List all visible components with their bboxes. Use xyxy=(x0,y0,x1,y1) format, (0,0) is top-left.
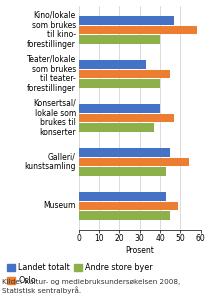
Bar xyxy=(78,60,145,69)
Bar xyxy=(78,70,169,78)
Bar xyxy=(78,202,178,210)
Bar xyxy=(78,148,169,157)
Bar xyxy=(78,104,159,113)
Bar xyxy=(78,114,173,122)
Text: Kilde: Kultur- og mediebruksundersøkelsen 2008,
Statistisk sentralbyrå.: Kilde: Kultur- og mediebruksundersøkelse… xyxy=(2,279,179,294)
Bar xyxy=(78,26,196,34)
X-axis label: Prosent: Prosent xyxy=(125,246,153,255)
Bar xyxy=(78,158,188,166)
Bar xyxy=(78,35,159,44)
Bar xyxy=(78,212,169,220)
Bar xyxy=(78,167,165,176)
Bar xyxy=(78,192,165,201)
Bar xyxy=(78,79,159,88)
Bar xyxy=(78,123,153,132)
Bar xyxy=(78,16,173,24)
Legend: Landet totalt, Oslo, Andre store byer: Landet totalt, Oslo, Andre store byer xyxy=(7,263,152,285)
